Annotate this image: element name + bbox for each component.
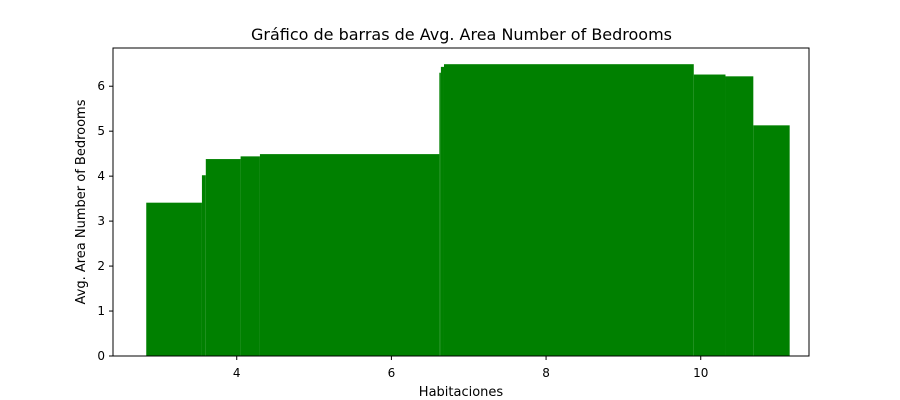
chart-title: Gráfico de barras de Avg. Area Number of… — [251, 25, 672, 44]
x-tick-label: 6 — [388, 366, 396, 380]
bar-9 — [725, 76, 754, 357]
x-axis: 4 6 8 10 — [233, 356, 708, 380]
bar-8 — [693, 74, 726, 356]
x-tick-label: 10 — [693, 366, 708, 380]
plot-frame — [112, 47, 810, 357]
x-tick-label: 4 — [233, 366, 241, 380]
y-tick-label: 0 — [97, 349, 105, 363]
bar-7 — [443, 64, 694, 356]
y-tick-label: 2 — [97, 259, 105, 273]
bar-5 — [439, 72, 441, 357]
bar-0 — [146, 202, 202, 356]
bar-4 — [259, 154, 440, 356]
bar-6 — [440, 66, 444, 356]
bars-group — [146, 64, 790, 357]
bar-2 — [205, 159, 241, 356]
bar-10 — [753, 125, 790, 357]
y-tick-label: 1 — [97, 304, 105, 318]
x-axis-label: Habitaciones — [419, 385, 504, 400]
y-axis: 0 1 2 3 4 5 6 — [97, 79, 113, 363]
y-tick-label: 4 — [97, 169, 105, 183]
x-tick-label: 8 — [542, 366, 550, 380]
y-tick-label: 3 — [97, 214, 105, 228]
y-tick-label: 6 — [97, 79, 105, 93]
y-axis-label: Avg. Area Number of Bedrooms — [74, 99, 89, 304]
bar-3 — [240, 156, 260, 356]
bar-1 — [201, 175, 206, 356]
y-tick-label: 5 — [97, 124, 105, 138]
